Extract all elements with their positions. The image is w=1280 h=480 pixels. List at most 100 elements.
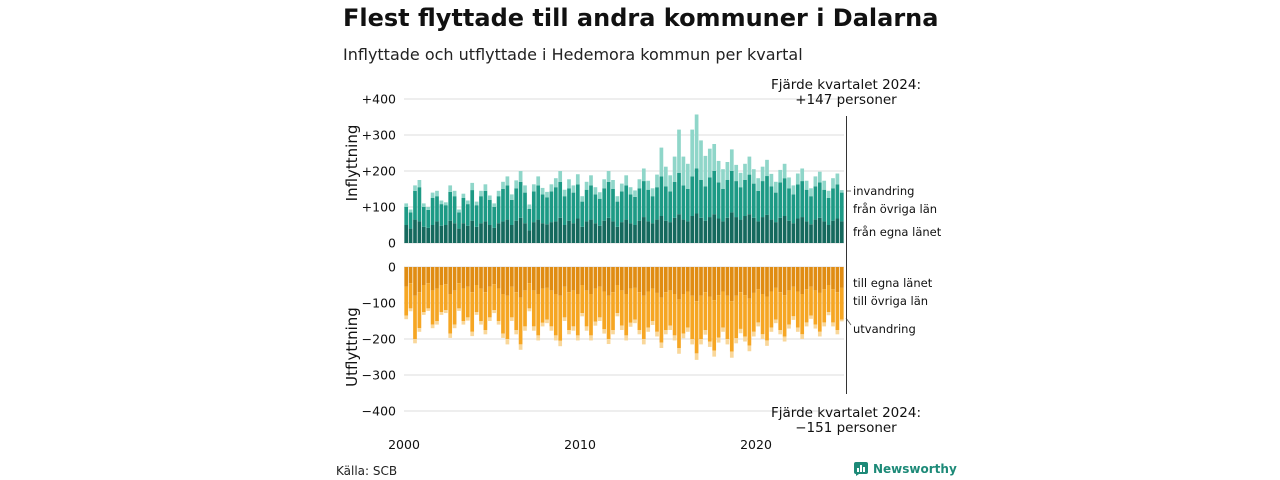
bar-segment bbox=[443, 267, 448, 285]
bar-segment bbox=[795, 291, 800, 328]
bar-segment bbox=[417, 267, 422, 293]
bar-segment bbox=[518, 181, 523, 218]
bar-segment bbox=[769, 173, 774, 187]
bar-segment bbox=[448, 191, 453, 221]
bar-segment bbox=[646, 267, 651, 292]
bar-segment bbox=[540, 194, 545, 224]
bar-segment bbox=[778, 267, 783, 293]
bar-segment bbox=[809, 188, 813, 197]
bar-segment bbox=[619, 191, 624, 223]
bar-segment bbox=[562, 225, 567, 243]
bar-segment bbox=[492, 227, 497, 243]
bar-segment bbox=[553, 178, 558, 188]
outflow-bars bbox=[404, 267, 844, 360]
bar-segment bbox=[597, 192, 602, 199]
bar-segment bbox=[448, 267, 453, 294]
bar-segment bbox=[597, 286, 602, 318]
annotation-top-line1: Fjärde kvartalet 2024: bbox=[771, 77, 921, 93]
bar-segment bbox=[417, 187, 422, 222]
bar-segment bbox=[668, 175, 673, 192]
bar-segment bbox=[421, 226, 426, 243]
bar-segment bbox=[602, 220, 607, 243]
bar-segment bbox=[553, 335, 558, 341]
bar-segment bbox=[681, 219, 686, 243]
bar-segment bbox=[624, 294, 629, 336]
bar-segment bbox=[795, 327, 800, 332]
bar-segment bbox=[747, 156, 752, 175]
bar-segment bbox=[685, 163, 690, 189]
bar-segment bbox=[721, 327, 725, 332]
bar-segment bbox=[765, 340, 769, 346]
bar-segment bbox=[439, 267, 444, 285]
bar-segment bbox=[703, 186, 708, 221]
bar-segment bbox=[707, 267, 712, 297]
bar-segment bbox=[826, 267, 831, 285]
bar-segment bbox=[501, 189, 505, 222]
bar-segment bbox=[743, 163, 747, 180]
bar-segment bbox=[641, 181, 646, 218]
bar-segment bbox=[580, 196, 585, 202]
bar-segment bbox=[707, 341, 712, 347]
bar-segment bbox=[765, 214, 769, 243]
bar-segment bbox=[479, 288, 483, 321]
bar-segment bbox=[813, 267, 818, 291]
bar-segment bbox=[760, 267, 765, 294]
bar-segment bbox=[672, 181, 677, 218]
bar-segment bbox=[641, 217, 646, 243]
bar-segment bbox=[496, 196, 501, 224]
bar-segment bbox=[791, 316, 796, 320]
bar-segment bbox=[483, 292, 488, 330]
bar-segment bbox=[716, 160, 721, 183]
bar-segment bbox=[421, 312, 426, 315]
bar-segment bbox=[536, 219, 541, 243]
bar-segment bbox=[729, 267, 734, 302]
bar-segment bbox=[589, 267, 593, 294]
bar-segment bbox=[646, 180, 651, 190]
bar-segment bbox=[655, 292, 659, 332]
bar-segment bbox=[826, 198, 831, 225]
bar-segment bbox=[413, 295, 417, 339]
bar-segment bbox=[681, 294, 686, 334]
bar-segment bbox=[589, 294, 593, 336]
bar-segment bbox=[602, 179, 607, 189]
bar-segment bbox=[795, 184, 800, 219]
bar-segment bbox=[831, 220, 835, 243]
bar-segment bbox=[404, 207, 409, 225]
annotation-bottom-line1: Fjärde kvartalet 2024: bbox=[771, 405, 921, 421]
bar-segment bbox=[553, 294, 558, 336]
bar-segment bbox=[523, 290, 527, 327]
bar-segment bbox=[545, 267, 549, 288]
bar-segment bbox=[562, 267, 567, 287]
bar-segment bbox=[527, 283, 532, 309]
bar-segment bbox=[712, 267, 717, 301]
bar-segment bbox=[756, 190, 761, 222]
bar-segment bbox=[637, 188, 642, 221]
bar-segment bbox=[804, 267, 809, 290]
bar-segment bbox=[496, 267, 501, 289]
bar-segment bbox=[536, 176, 541, 186]
bar-segment bbox=[430, 324, 435, 329]
bar-segment bbox=[470, 267, 475, 293]
bar-segment bbox=[773, 192, 778, 223]
bar-segment bbox=[646, 221, 651, 243]
bar-segment bbox=[641, 295, 646, 339]
bar-segment bbox=[452, 223, 457, 243]
bar-segment bbox=[457, 212, 461, 229]
bar-segment bbox=[738, 328, 743, 334]
bar-segment bbox=[817, 171, 822, 183]
outflow-legend: till egna länet till övriga län utvandring bbox=[845, 276, 933, 336]
bar-segment bbox=[540, 288, 545, 323]
bar-segment bbox=[633, 319, 637, 324]
bar-segment bbox=[505, 185, 510, 220]
bar-segment bbox=[413, 185, 417, 191]
bar-segment bbox=[408, 283, 413, 309]
bar-segment bbox=[558, 181, 563, 218]
bar-segment bbox=[606, 295, 611, 339]
bar-segment bbox=[619, 290, 624, 326]
bar-segment bbox=[470, 292, 475, 332]
bar-segment bbox=[809, 224, 813, 243]
bar-segment bbox=[835, 218, 840, 243]
bar-segment bbox=[765, 176, 769, 215]
bar-segment bbox=[734, 338, 739, 344]
bar-segment bbox=[655, 174, 659, 188]
